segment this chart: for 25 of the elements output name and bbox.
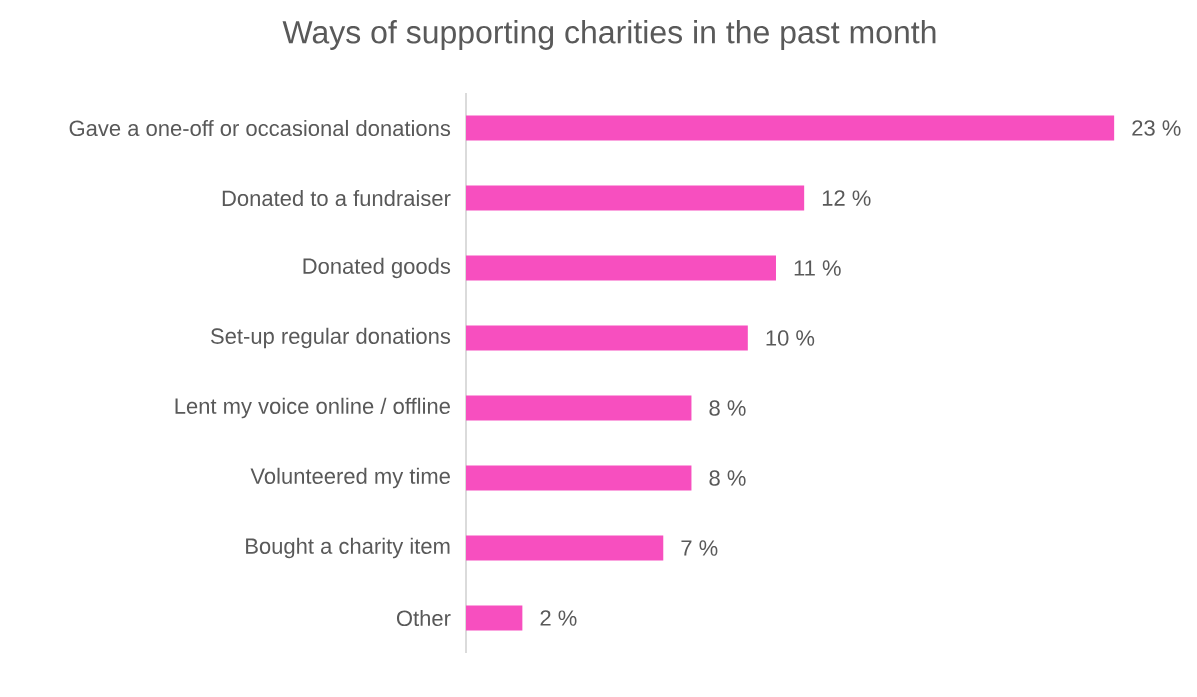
data-label: 11 % xyxy=(794,260,841,276)
bar xyxy=(466,395,692,421)
data-label: 10 % xyxy=(766,330,815,346)
bar xyxy=(466,185,805,211)
data-label: 23 % xyxy=(1132,120,1181,136)
data-label: 7 % xyxy=(681,540,718,556)
data-label: 2 % xyxy=(540,610,577,626)
bar xyxy=(466,115,1115,141)
y-tick-label: Other xyxy=(396,609,451,627)
data-label: 8 % xyxy=(709,470,746,486)
bar xyxy=(466,465,692,491)
y-tick-label: Lent my voice online / offline xyxy=(175,397,450,419)
bar xyxy=(466,325,748,351)
bar xyxy=(466,255,776,281)
y-tick-label: Bought a charity item xyxy=(246,537,450,559)
y-tick-label: Volunteered my time xyxy=(250,467,450,489)
y-tick-label: Gave a one-off or occasional donations xyxy=(69,119,451,137)
bar xyxy=(466,535,664,561)
data-label: 8 % xyxy=(709,400,746,416)
y-tick-label: Donated goods xyxy=(303,257,451,279)
chart-title: Ways of supporting charities in the past month xyxy=(282,20,936,50)
bar xyxy=(466,605,523,631)
y-tick-label: Set-up regular donations xyxy=(211,327,451,349)
data-label: 12 % xyxy=(822,190,871,206)
y-tick-label: Donated to a fundraiser xyxy=(222,189,451,207)
